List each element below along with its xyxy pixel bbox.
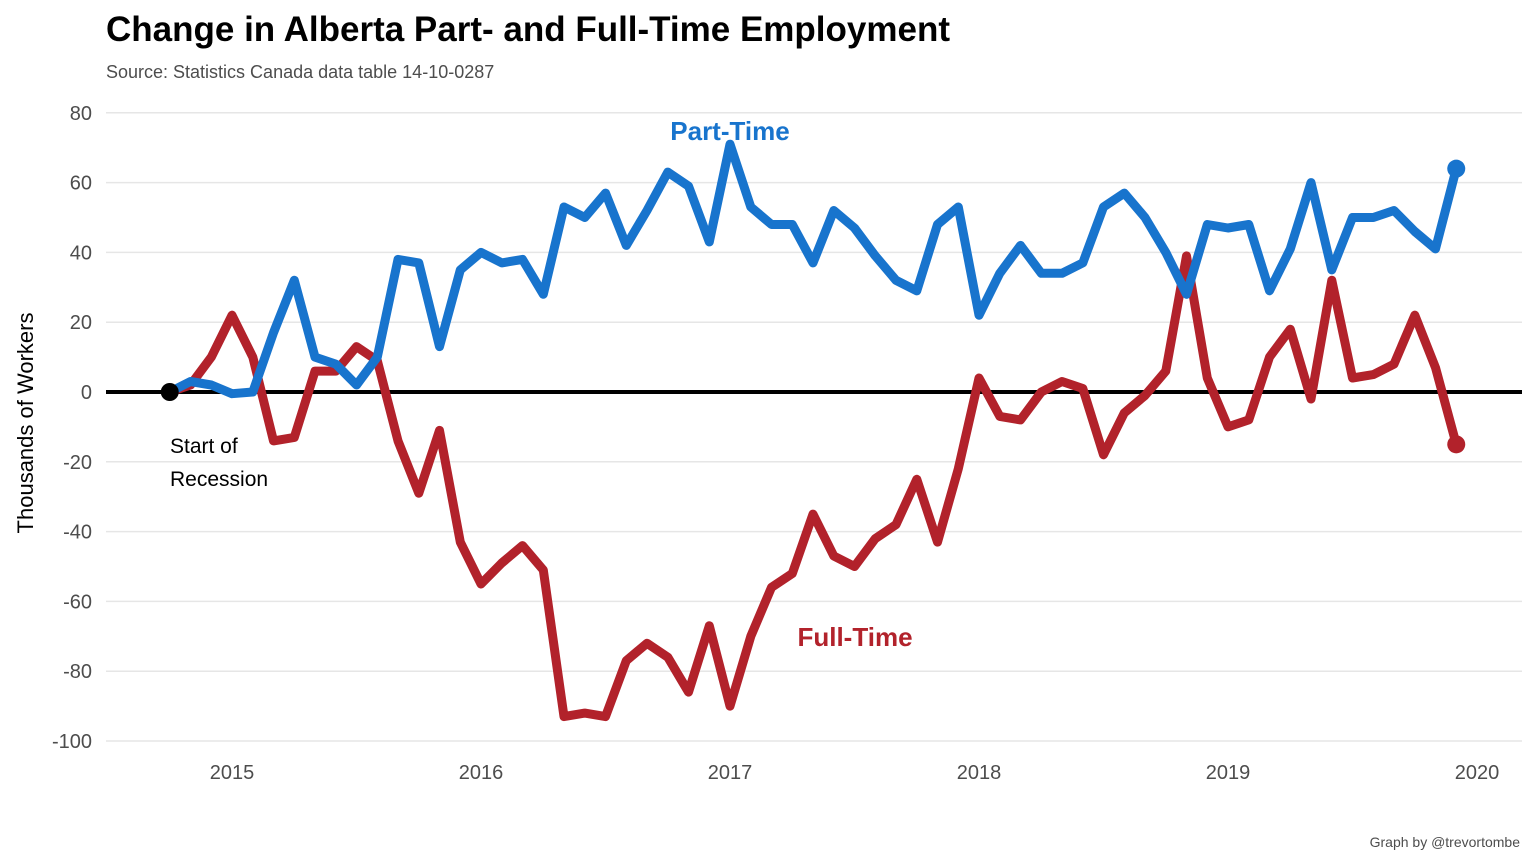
y-tick-label: -100: [52, 731, 92, 753]
chart-title: Change in Alberta Part- and Full-Time Em…: [106, 10, 950, 49]
series-line-full-time: [165, 251, 1461, 722]
x-tick-label: 2017: [708, 762, 753, 784]
recession-annotation-line1: Start of: [170, 435, 238, 458]
chart-subtitle: Source: Statistics Canada data table 14-…: [106, 62, 495, 82]
series-end-point-full-time: [1447, 435, 1466, 454]
series-label-part-time: Part-Time: [670, 116, 789, 146]
y-tick-label: 40: [70, 242, 92, 264]
recession-annotation-line2: Recession: [170, 468, 268, 491]
y-tick-label: -60: [63, 591, 92, 613]
chart-caption: Graph by @trevortombe: [1369, 834, 1520, 850]
y-tick-label: 60: [70, 173, 92, 195]
x-tick-label: 2020: [1455, 762, 1500, 784]
gridlines: [106, 112, 1522, 742]
series-lines: [165, 139, 1466, 722]
y-tick-label: 80: [70, 103, 92, 125]
series-label-full-time: Full-Time: [797, 622, 912, 652]
y-tick-label: 20: [70, 312, 92, 334]
x-tick-label: 2018: [957, 762, 1002, 784]
y-tick-label: -20: [63, 452, 92, 474]
x-tick-label: 2015: [210, 762, 255, 784]
recession-start-marker: [160, 383, 179, 401]
series-end-point-part-time: [1447, 159, 1466, 178]
y-axis-label: Thousands of Workers: [13, 313, 38, 534]
x-axis-ticks: 2015 2016 2017 2018 2019 2020: [210, 762, 1500, 784]
y-tick-label: -40: [63, 522, 92, 544]
y-tick-label: 0: [81, 382, 92, 404]
x-tick-label: 2019: [1206, 762, 1251, 784]
series-line-part-time: [165, 139, 1461, 399]
y-axis-ticks: 80 60 40 20 0 -20 -40 -60 -80 -100: [52, 103, 92, 753]
x-tick-label: 2016: [459, 762, 504, 784]
y-tick-label: -80: [63, 661, 92, 683]
